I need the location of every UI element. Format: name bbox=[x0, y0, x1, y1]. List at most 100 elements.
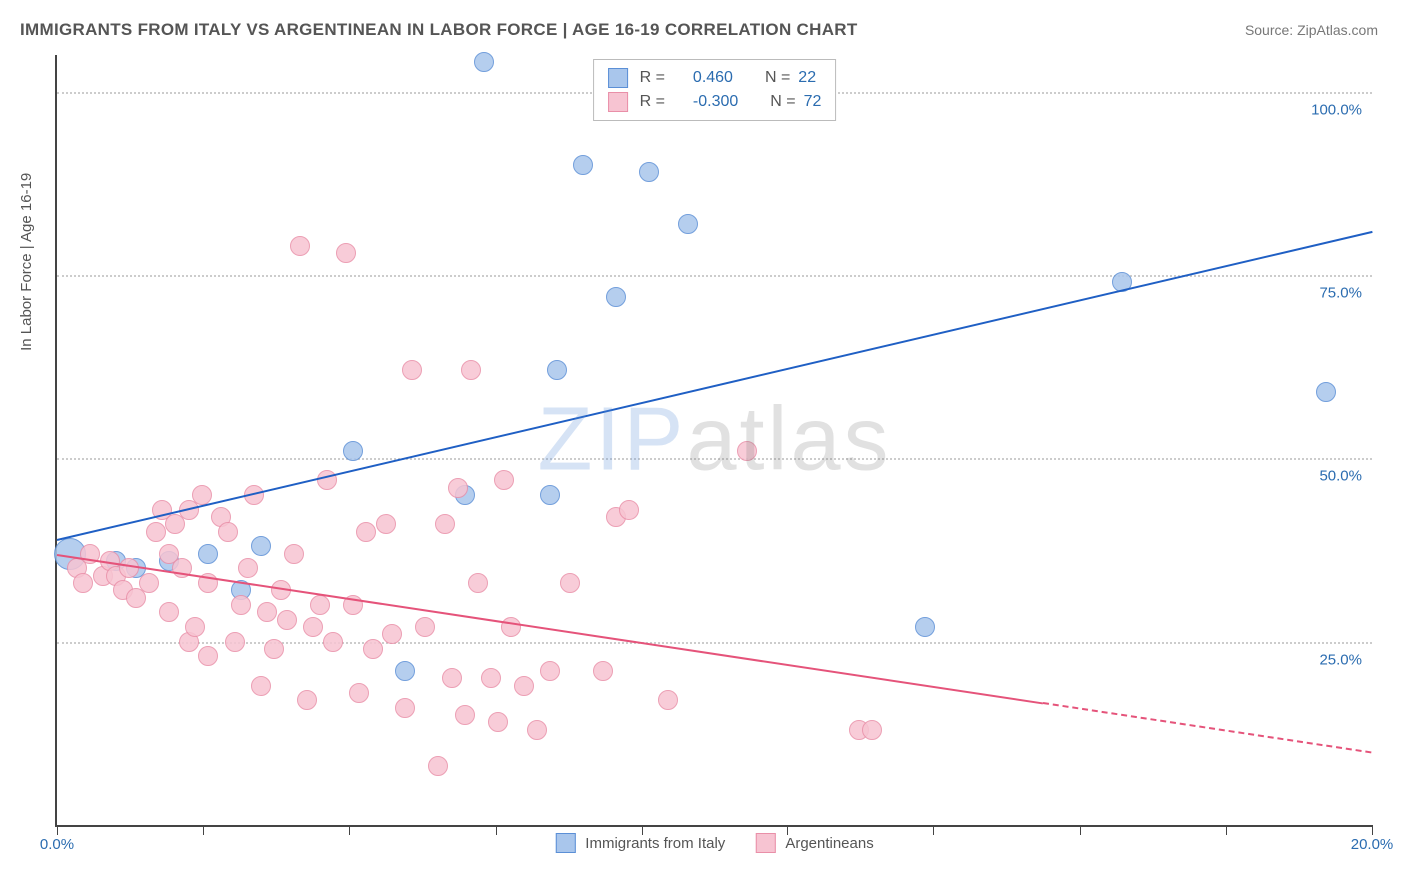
y-tick-label: 75.0% bbox=[1319, 285, 1362, 302]
n-label: N = bbox=[765, 69, 790, 87]
y-tick-label: 25.0% bbox=[1319, 651, 1362, 668]
x-tick bbox=[496, 825, 497, 835]
data-point-argentina bbox=[376, 514, 396, 534]
x-tick bbox=[1226, 825, 1227, 835]
x-tick bbox=[1080, 825, 1081, 835]
x-tick bbox=[1372, 825, 1373, 835]
data-point-italy bbox=[915, 617, 935, 637]
data-point-argentina bbox=[146, 522, 166, 542]
data-point-argentina bbox=[363, 639, 383, 659]
data-point-argentina bbox=[290, 236, 310, 256]
x-tick-label: 20.0% bbox=[1351, 836, 1394, 853]
r-value-italy: 0.460 bbox=[693, 69, 733, 87]
x-tick bbox=[203, 825, 204, 835]
y-tick-label: 100.0% bbox=[1311, 101, 1362, 118]
plot-area: ZIPatlas R = 0.460 N = 22 R = -0.300 N =… bbox=[55, 55, 1372, 827]
data-point-italy bbox=[540, 485, 560, 505]
data-point-italy bbox=[606, 287, 626, 307]
data-point-argentina bbox=[619, 500, 639, 520]
y-axis-title: In Labor Force | Age 16-19 bbox=[18, 173, 35, 351]
data-point-argentina bbox=[455, 705, 475, 725]
r-label: R = bbox=[640, 93, 665, 111]
data-point-argentina bbox=[297, 690, 317, 710]
data-point-argentina bbox=[225, 632, 245, 652]
watermark: ZIPatlas bbox=[537, 389, 891, 492]
data-point-argentina bbox=[218, 522, 238, 542]
data-point-argentina bbox=[527, 720, 547, 740]
data-point-argentina bbox=[560, 573, 580, 593]
data-point-argentina bbox=[119, 558, 139, 578]
swatch-italy bbox=[555, 833, 575, 853]
x-tick bbox=[787, 825, 788, 835]
source-prefix: Source: bbox=[1245, 22, 1297, 38]
data-point-argentina bbox=[488, 712, 508, 732]
x-tick bbox=[57, 825, 58, 835]
x-tick bbox=[642, 825, 643, 835]
data-point-argentina bbox=[251, 676, 271, 696]
data-point-argentina bbox=[494, 470, 514, 490]
data-point-argentina bbox=[501, 617, 521, 637]
data-point-argentina bbox=[862, 720, 882, 740]
data-point-argentina bbox=[658, 690, 678, 710]
data-point-argentina bbox=[461, 360, 481, 380]
data-point-italy bbox=[198, 544, 218, 564]
legend-row-italy: R = 0.460 N = 22 bbox=[608, 66, 822, 90]
data-point-italy bbox=[251, 536, 271, 556]
data-point-argentina bbox=[415, 617, 435, 637]
data-point-italy bbox=[395, 661, 415, 681]
data-point-argentina bbox=[737, 441, 757, 461]
data-point-argentina bbox=[185, 617, 205, 637]
data-point-argentina bbox=[238, 558, 258, 578]
data-point-argentina bbox=[481, 668, 501, 688]
data-point-argentina bbox=[192, 485, 212, 505]
data-point-argentina bbox=[382, 624, 402, 644]
data-point-italy bbox=[573, 155, 593, 175]
source-link[interactable]: ZipAtlas.com bbox=[1297, 22, 1378, 38]
data-point-argentina bbox=[540, 661, 560, 681]
data-point-argentina bbox=[73, 573, 93, 593]
data-point-argentina bbox=[323, 632, 343, 652]
data-point-argentina bbox=[303, 617, 323, 637]
data-point-argentina bbox=[428, 756, 448, 776]
data-point-argentina bbox=[257, 602, 277, 622]
legend-label-italy: Immigrants from Italy bbox=[585, 835, 725, 852]
legend-row-argentina: R = -0.300 N = 72 bbox=[608, 90, 822, 114]
data-point-italy bbox=[547, 360, 567, 380]
y-tick-label: 50.0% bbox=[1319, 468, 1362, 485]
n-value-italy: 22 bbox=[798, 69, 816, 87]
data-point-argentina bbox=[277, 610, 297, 630]
data-point-argentina bbox=[198, 646, 218, 666]
data-point-argentina bbox=[349, 683, 369, 703]
chart-title: IMMIGRANTS FROM ITALY VS ARGENTINEAN IN … bbox=[20, 20, 858, 40]
legend-item-argentina: Argentineans bbox=[755, 833, 873, 853]
legend-label-argentina: Argentineans bbox=[785, 835, 873, 852]
data-point-italy bbox=[639, 162, 659, 182]
swatch-argentina bbox=[608, 92, 628, 112]
data-point-italy bbox=[678, 214, 698, 234]
data-point-argentina bbox=[159, 602, 179, 622]
r-value-argentina: -0.300 bbox=[693, 93, 738, 111]
data-point-argentina bbox=[448, 478, 468, 498]
data-point-italy bbox=[1316, 382, 1336, 402]
x-tick bbox=[933, 825, 934, 835]
x-tick bbox=[349, 825, 350, 835]
data-point-argentina bbox=[402, 360, 422, 380]
swatch-argentina bbox=[755, 833, 775, 853]
swatch-italy bbox=[608, 68, 628, 88]
data-point-argentina bbox=[284, 544, 304, 564]
legend-item-italy: Immigrants from Italy bbox=[555, 833, 725, 853]
data-point-italy bbox=[474, 52, 494, 72]
data-point-argentina bbox=[468, 573, 488, 593]
correlation-legend: R = 0.460 N = 22 R = -0.300 N = 72 bbox=[593, 59, 837, 121]
data-point-argentina bbox=[435, 514, 455, 534]
n-label: N = bbox=[770, 93, 795, 111]
data-point-argentina bbox=[395, 698, 415, 718]
trend-line bbox=[1043, 702, 1372, 753]
data-point-argentina bbox=[231, 595, 251, 615]
data-point-argentina bbox=[356, 522, 376, 542]
data-point-argentina bbox=[442, 668, 462, 688]
source-attribution: Source: ZipAtlas.com bbox=[1245, 22, 1378, 38]
data-point-argentina bbox=[593, 661, 613, 681]
trend-line bbox=[57, 231, 1372, 541]
data-point-argentina bbox=[514, 676, 534, 696]
